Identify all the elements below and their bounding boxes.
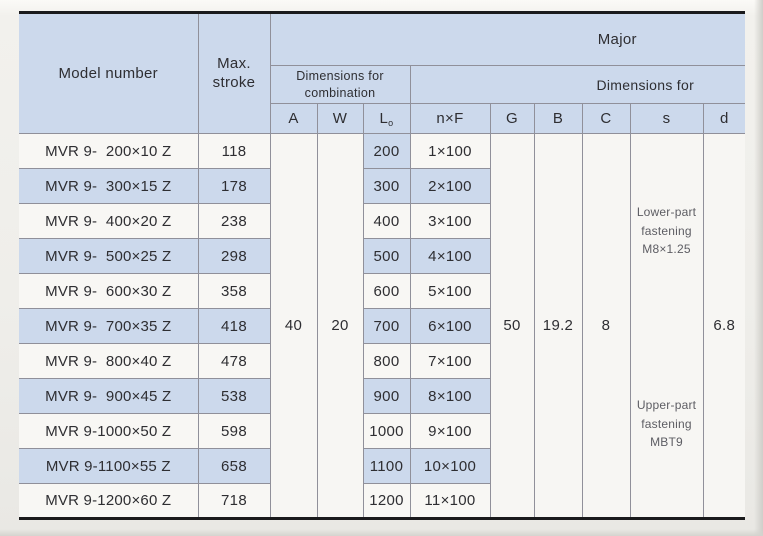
table-row: MVR 9-1200×60 Z 718 1200 11×100 [19,483,745,519]
stroke-cell: 418 [197,308,271,344]
model-cell: MVR 9- 800×40 Z [19,343,199,379]
header-model-number: Model number [19,12,199,134]
header-col-d: d [702,103,746,134]
stroke-cell: 658 [197,448,271,484]
table-row: MVR 9- 600×30 Z 358 600 5×100 [19,273,745,309]
nf-cell: 7×100 [409,343,490,379]
header-max-stroke-line2: stroke [212,73,256,91]
header-major: Major [269,12,746,66]
model-cell: MVR 9- 300×15 Z [19,168,199,204]
header-max-stroke: Max. stroke [197,12,271,134]
table-row: MVR 9- 700×35 Z 418 700 6×100 [19,308,745,344]
header-max-stroke-line1: Max. [217,54,251,72]
stroke-cell: 178 [197,168,271,204]
cell-C-value: 8 [581,133,631,519]
lo-cell: 400 [362,203,411,239]
model-cell: MVR 9- 200×10 Z [19,133,199,169]
lo-cell: 300 [362,168,411,204]
nf-cell: 3×100 [409,203,490,239]
lo-cell: 700 [362,308,411,344]
cell-d-value: 6.8 [702,133,746,519]
nf-cell: 4×100 [409,238,490,274]
nf-cell: 5×100 [409,273,490,309]
stroke-cell: 718 [197,483,271,519]
header-col-G: G [489,103,535,134]
dimensions-spec-table: Model number Max. stroke Major Dimension… [19,11,746,520]
stroke-cell: 478 [197,343,271,379]
lo-cell: 800 [362,343,411,379]
s-note-line: fastening [641,416,692,431]
cell-s-notes: Lower-part fastening M8×1.25 Upper-part … [629,133,704,519]
table-body: MVR 9- 200×10 Z 118 40 20 200 1×100 50 1… [19,133,746,519]
lo-cell: 1100 [362,448,411,484]
stroke-cell: 598 [197,413,271,449]
s-note-line: Upper-part [636,398,697,412]
header-col-W: W [316,103,364,134]
s-upper-part-note: Upper-part fastening MBT9 [631,396,703,452]
cell-B-value: 19.2 [533,133,583,519]
lo-cell: 600 [362,273,411,309]
stroke-cell: 238 [197,203,271,239]
nf-cell: 9×100 [409,413,490,449]
nf-cell: 10×100 [409,448,490,484]
stroke-cell: 538 [197,378,271,414]
s-note-line: Lower-part [636,205,697,219]
table-row: MVR 9- 400×20 Z 238 400 3×100 [19,203,745,239]
model-cell: MVR 9-1000×50 Z [19,413,199,449]
table-row: MVR 9- 300×15 Z 178 300 2×100 [19,168,745,204]
model-cell: MVR 9- 900×45 Z [19,378,199,414]
header-col-L0-sub: o [388,117,394,128]
header-dimensions-for: Dimensions for [409,65,746,104]
table-row: MVR 9-1000×50 Z 598 1000 9×100 [19,413,745,449]
lo-cell: 1000 [362,413,411,449]
model-cell: MVR 9- 500×25 Z [19,238,199,274]
model-cell: MVR 9- 600×30 Z [19,273,199,309]
s-note-line: MBT9 [650,435,683,450]
lo-cell: 200 [362,133,411,169]
nf-cell: 6×100 [409,308,490,344]
nf-cell: 8×100 [409,378,490,414]
lo-cell: 1200 [362,483,411,519]
model-cell: MVR 9-1100×55 Z [19,448,199,484]
table-row: MVR 9-1100×55 Z 658 1100 10×100 [19,448,745,484]
header-col-L0: Lo [362,103,411,134]
table-row: MVR 9- 900×45 Z 538 900 8×100 [19,378,745,414]
stroke-cell: 298 [197,238,271,274]
header-col-A: A [270,103,318,134]
cell-A-value: 40 [269,133,318,519]
s-lower-part-note: Lower-part fastening M8×1.25 [631,203,703,259]
model-cell: MVR 9-1200×60 Z [19,483,199,519]
header-col-B: B [533,103,583,134]
lo-cell: 900 [362,378,411,414]
table-row: MVR 9- 800×40 Z 478 800 7×100 [19,343,745,379]
s-note-line: fastening [641,223,692,238]
model-cell: MVR 9- 400×20 Z [19,203,199,239]
header-col-L0-main: L [379,109,389,127]
header-col-s: s [629,103,704,134]
nf-cell: 2×100 [409,168,490,204]
header-dimensions-for-combination: Dimensions for combination [270,65,411,104]
stroke-cell: 358 [197,273,271,309]
nf-cell: 11×100 [409,483,490,519]
s-note-line: M8×1.25 [642,242,691,257]
nf-cell: 1×100 [409,133,491,169]
table-header: Model number Max. stroke Major Dimension… [19,12,746,134]
cell-W-value: 20 [316,133,364,519]
lo-cell: 500 [362,238,411,274]
scan-margin-right [754,0,763,536]
header-col-nF: n×F [409,103,491,134]
header-col-C: C [581,103,631,134]
cell-G-value: 50 [489,133,535,519]
table-row: MVR 9- 200×10 Z 118 40 20 200 1×100 50 1… [19,133,746,519]
model-cell: MVR 9- 700×35 Z [19,308,199,344]
stroke-cell: 118 [197,133,271,169]
scan-margin-bottom [0,529,763,536]
